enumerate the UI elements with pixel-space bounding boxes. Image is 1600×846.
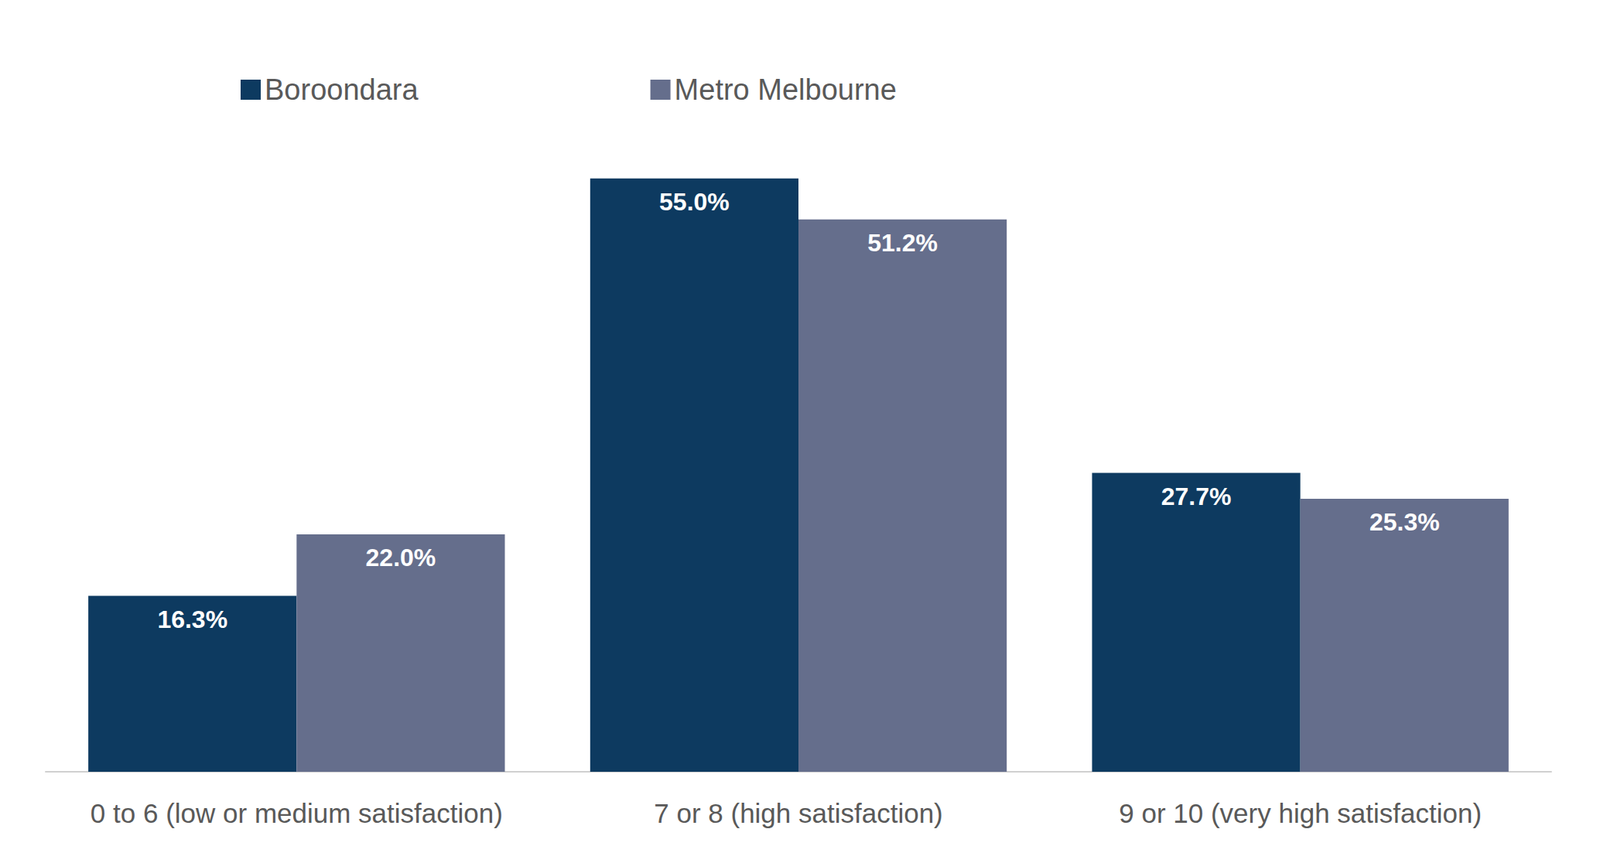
- svg-text:Boroondara: Boroondara: [264, 73, 419, 106]
- svg-text:0 to 6 (low or medium satisfac: 0 to 6 (low or medium satisfaction): [90, 798, 503, 829]
- svg-text:7 or 8 (high satisfaction): 7 or 8 (high satisfaction): [653, 798, 944, 829]
- svg-text:16.3%: 16.3%: [157, 605, 228, 634]
- svg-text:25.3%: 25.3%: [1369, 508, 1440, 537]
- svg-text:9 or 10 (very high satisfactio: 9 or 10 (very high satisfaction): [1118, 798, 1482, 829]
- svg-text:55.0%: 55.0%: [659, 188, 730, 216]
- svg-text:Metro Melbourne: Metro Melbourne: [674, 73, 897, 106]
- svg-text:51.2%: 51.2%: [867, 229, 938, 257]
- svg-text:22.0%: 22.0%: [365, 543, 437, 572]
- svg-text:27.7%: 27.7%: [1161, 482, 1232, 511]
